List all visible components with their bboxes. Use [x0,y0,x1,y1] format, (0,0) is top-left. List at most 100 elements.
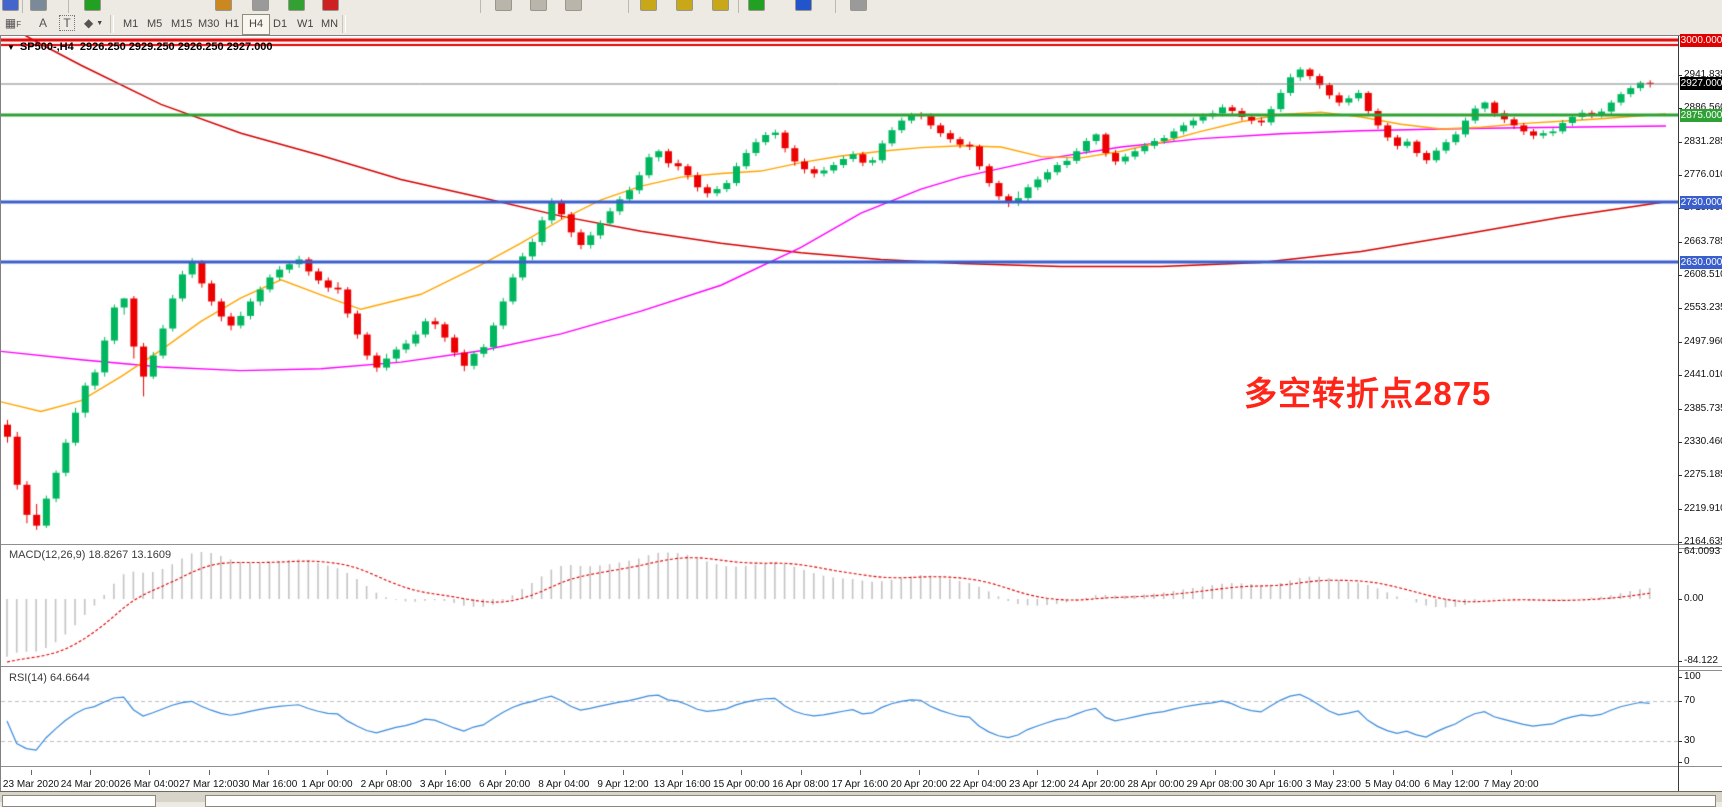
print-preview-icon[interactable] [288,0,305,11]
toolbar-separator [22,0,23,13]
rsi-axis-label: 100 [1684,671,1701,682]
time-axis[interactable]: 23 Mar 2020 24 Mar 20:00 26 Mar 04:00 27 Ma… [1,769,1722,792]
macd-axis-label: -84.122 [1684,655,1718,666]
bottom-window-box-right [205,795,1716,807]
timeframe-button-m5[interactable]: M5 [147,18,163,30]
chart-title[interactable]: ▼ SP500-,H4 2926.250 2929.250 2926.250 29… [7,41,273,53]
timeframe-button-mn[interactable]: MN [321,18,339,30]
timeframe-button-h1[interactable]: H1 [225,18,240,30]
price-axis-tick [1678,75,1682,76]
main-chart-canvas[interactable] [1,36,1678,544]
price-axis-tick [1678,475,1682,477]
price-axis-tick [1678,208,1682,210]
time-axis-label: 23 Apr 12:00 [1009,779,1066,790]
chart-text-annotation[interactable]: 多空转折点2875 [1244,375,1492,412]
time-axis-tick [682,770,684,775]
price-axis-label: 2941.835 [1684,69,1722,80]
new-chart-icon[interactable] [84,0,101,11]
timeframe-button-m15[interactable]: M15 [171,18,193,30]
pencil-yellow-icon[interactable] [640,0,657,11]
price-axis-label: 2164.635 [1684,535,1722,547]
time-axis-label: 26 Mar 04:00 [119,779,179,790]
timeframe-button-w1[interactable]: W1 [297,18,314,30]
toolbar-separator [480,0,481,13]
chart-toolbar-row: ▦F A T ◆ ▼ M1 M5 M15 M30 H1 H4 D1 W1 MN [0,13,1722,35]
time-axis-tick [1037,770,1039,775]
time-axis-tick [90,770,92,775]
price-axis-tick [1678,375,1682,377]
time-axis-label: 24 Mar 20:00 [60,779,120,790]
time-axis-tick [208,770,210,775]
price-level-badge: 2875.000 [1680,108,1722,122]
price-axis-label: 2275.185 [1684,469,1722,481]
macd-axis-label: 64.0093 [1684,546,1721,557]
window-icon[interactable] [2,0,19,11]
top-toolbar-row [0,0,1722,14]
macd-panel-canvas[interactable] [1,546,1678,666]
pencil-yellow-2-icon[interactable] [676,0,693,11]
price-axis-label: 2553.235 [1684,302,1722,314]
layout-cascade-icon[interactable] [495,0,512,11]
print-icon[interactable] [252,0,269,11]
price-axis-border [1678,36,1679,792]
time-axis-label: 2 Apr 08:00 [360,779,412,790]
time-axis-tick [386,770,388,775]
time-axis-label: 3 Apr 16:00 [419,779,471,790]
time-axis-label: 6 May 12:00 [1424,779,1480,790]
price-axis-label: 2608.510 [1684,269,1722,281]
pencil-yellow-3-icon[interactable] [712,0,729,11]
time-axis-label: 9 Apr 12:00 [597,779,649,790]
time-axis-label: 16 Apr 08:00 [772,779,829,790]
time-axis-tick [1333,770,1335,775]
layout-tile-h-icon[interactable] [530,0,547,11]
price-axis-tick [1678,408,1682,410]
toolbar-separator [68,0,69,13]
time-axis-tick [859,770,861,775]
timeframe-button-d1[interactable]: D1 [273,18,288,30]
chart-title-dropdown-icon[interactable]: ▼ [7,43,15,52]
grid-snap-icon[interactable]: ▦F [4,16,22,30]
price-level-badge: 3000.000 [1680,33,1722,47]
timeframe-button-h4[interactable]: H4 [242,14,271,35]
price-axis-tick [1678,508,1682,510]
macd-axis-tick [1678,661,1682,662]
time-axis-tick [978,770,980,775]
time-axis-label: 3 May 23:00 [1305,779,1361,790]
bottom-window-edge [0,791,1722,807]
rsi-axis-tick [1678,741,1682,742]
time-axis-label: 5 May 04:00 [1365,779,1421,790]
price-axis-label: 2497.960 [1684,335,1722,347]
rsi-value: 64.6644 [49,672,90,684]
add-object-icon[interactable] [748,0,765,11]
rsi-axis-tick [1678,701,1682,702]
time-axis-label: 22 Apr 04:00 [949,779,1007,790]
time-axis-label: 17 Apr 16:00 [831,779,889,790]
font-label-icon[interactable]: A [38,16,47,30]
price-axis-tick [1678,441,1682,443]
time-axis-label: 27 Mar 12:00 [179,779,239,790]
macd-indicator-label: MACD(12,26,9) 18.8267 13.1609 [9,549,172,561]
shapes-icon[interactable]: ◆ ▼ [84,16,104,30]
time-axis-tick [327,770,328,775]
macd-axis-tick [1678,599,1682,600]
price-axis-label: 2776.010 [1684,169,1722,181]
calendar-icon[interactable] [850,0,867,11]
timeframe-button-m30[interactable]: M30 [198,18,220,30]
time-axis-tick [1155,770,1157,775]
rsi-axis-label: 30 [1684,735,1696,746]
text-box-icon[interactable]: T [58,14,76,32]
rsi-panel-canvas[interactable] [1,669,1678,766]
timeframe-button-m1[interactable]: M1 [123,18,139,30]
tile-windows-icon[interactable] [215,0,232,11]
time-axis-tick [919,770,920,775]
time-axis-tick [1215,770,1216,775]
refresh-icon[interactable] [322,0,339,11]
zoom-icon[interactable] [30,0,47,11]
price-axis-label: 2831.285 [1684,135,1722,147]
toolbar-separator [628,0,629,13]
time-axis-label: 7 May 20:00 [1483,779,1539,790]
layout-tile-v-icon[interactable] [565,0,582,11]
chart-window: ▼ SP500-,H4 2926.250 2929.250 2926.250 29… [0,33,1722,792]
time-axis-label: 28 Apr 00:00 [1127,779,1185,790]
time-icon[interactable] [795,0,812,11]
